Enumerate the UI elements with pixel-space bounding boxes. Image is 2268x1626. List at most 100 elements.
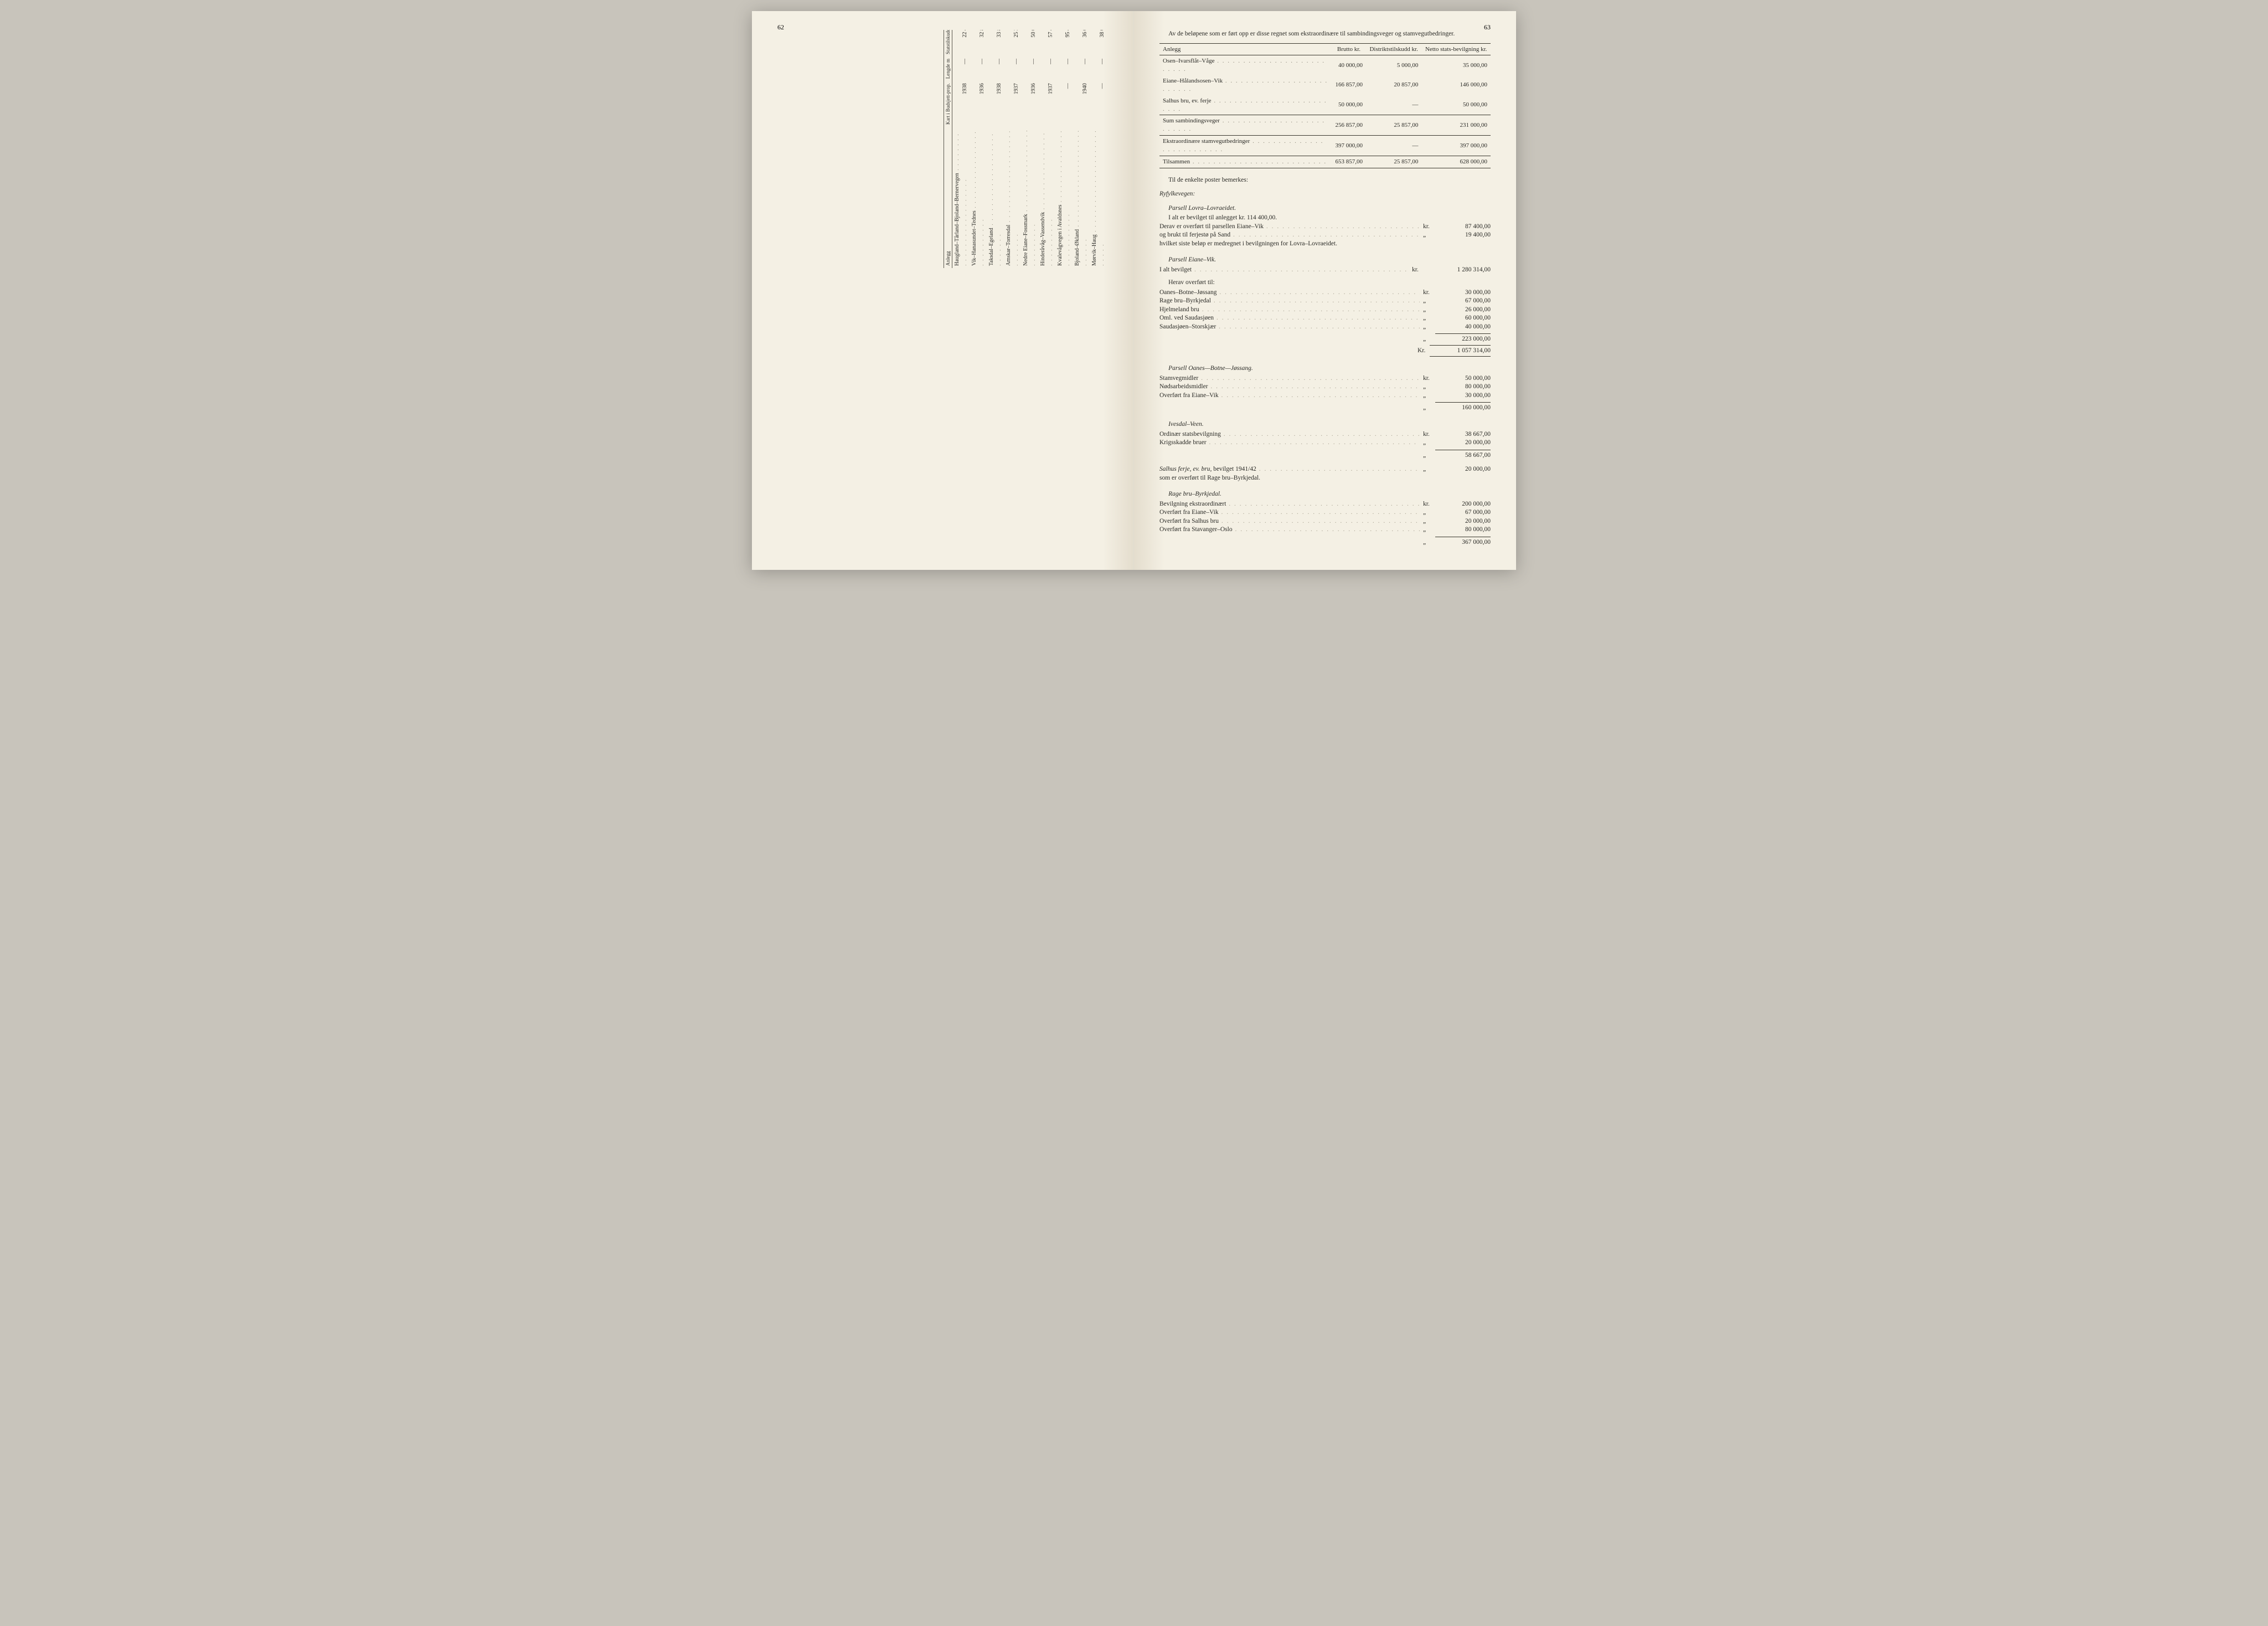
ledger-amt: 50 000,00	[1441, 374, 1491, 383]
ledger-unit: „	[1420, 517, 1441, 526]
cell-name: Amskar–Torresdal	[1004, 127, 1021, 268]
l1-amt: 87 400,00	[1441, 223, 1491, 231]
salhus-amt: 20 000,00	[1441, 465, 1491, 474]
book-spread: 62 63 Anlegg Kart i Budsjett-prop. Lengd…	[752, 11, 1516, 570]
ledger-amt: 26 000,00	[1441, 306, 1491, 315]
cell-name: Bjoland–Økland	[1073, 127, 1090, 268]
h-ivesdal: Ivesdal–Veen.	[1168, 420, 1491, 429]
l1-label: Derav er overført til parsellen Eiane–Vi…	[1159, 223, 1420, 231]
cell: —	[1090, 56, 1107, 81]
page-63: Av de beløpene som er ført opp er disse …	[1134, 11, 1516, 570]
ledger-label: Krigsskadde bruer	[1159, 439, 1420, 447]
ledger-line: Oml. ved Saudasjøen „ 60 000,00	[1159, 314, 1491, 323]
cell: 397 000,00	[1421, 136, 1491, 156]
cell: 397 000,00	[1332, 136, 1366, 156]
table-row: Gard–Veste–Kvalvik——12 5902 00010 59030—…	[1107, 30, 1108, 268]
ledger-amt: 20 000,00	[1441, 517, 1491, 526]
page-62: Anlegg Kart i Budsjett-prop. Lengde m St…	[752, 11, 1134, 570]
budget-table: Anlegg Kart i Budsjett-prop. Lengde m St…	[944, 30, 1108, 268]
ledger-label: Bevilgning ekstraordinært	[1159, 500, 1420, 509]
carry-b: „160 000,00	[1159, 402, 1491, 413]
ledger-unit: „	[1420, 526, 1441, 534]
ledger-line: Ordinær statsbevilgning kr. 38 667,00	[1159, 430, 1491, 439]
et-col1: Brutto kr.	[1332, 43, 1366, 55]
cell: 95 486	[1055, 30, 1073, 56]
ledger-amt: 67 000,00	[1441, 297, 1491, 306]
cell-name: Kvalevågvegen i Avaldsnes	[1055, 127, 1073, 268]
cell: 36 000	[1073, 30, 1090, 56]
ledger-label: Ordinær statsbevilgning	[1159, 430, 1420, 439]
table-row: Osen–Ivarsflåt–Våge40 000,005 000,0035 0…	[1159, 55, 1491, 75]
l1-unit: kr.	[1420, 223, 1441, 231]
cell: 57 400	[1038, 30, 1055, 56]
ledger-unit: kr.	[1420, 430, 1441, 439]
salhus-line: Salhus ferje, ev. bru, bevilget 1941/42 …	[1159, 465, 1491, 474]
ledger-label: Oml. ved Saudasjøen	[1159, 314, 1420, 323]
cell-name: Nedre Eiane–Fossmark	[1021, 127, 1038, 268]
col-kart: Kart i Budsjett-prop.	[944, 81, 952, 127]
ledger-amt: 30 000,00	[1441, 289, 1491, 297]
cell: 40 000,00	[1332, 55, 1366, 75]
cell: 25 857,00	[1366, 156, 1421, 168]
l2-label: og brukt til ferjestø på Sand	[1159, 231, 1420, 240]
cell: —	[987, 56, 1004, 81]
cell: 653 857,00	[1332, 156, 1366, 168]
notes-intro: Til de enkelte poster bemerkes:	[1159, 176, 1491, 185]
ledger-label: Overført fra Eiane–Vik	[1159, 508, 1420, 517]
cell: —	[1021, 56, 1038, 81]
cell-name: Hinderåvåg–Vassendvik	[1038, 127, 1055, 268]
ledger-label: Overført fra Salhus bru	[1159, 517, 1420, 526]
cell: 146 000,00	[1421, 75, 1491, 95]
folio-right: 63	[1484, 23, 1491, 32]
cell-name: Haugland–Tårland–Bjoland–Bernervegen	[952, 127, 970, 268]
ledger-unit: „	[1420, 306, 1441, 315]
ledger-line: Overført fra Stavanger–Oslo „ 80 000,00	[1159, 526, 1491, 534]
table-row: Hinderåvåg–Vassendvik1937—57 4007 50049 …	[1038, 30, 1055, 268]
ledger-unit: „	[1420, 392, 1441, 400]
ledger-amt: 67 000,00	[1441, 508, 1491, 517]
et-col2: Distriktstilskudd kr.	[1366, 43, 1421, 55]
h-rage: Rage bru–Byrkjedal.	[1168, 490, 1491, 499]
table-row: Vik–Hanasundet–Tednes1936—32 80014 00018…	[970, 30, 987, 268]
ledger-unit: „	[1420, 508, 1441, 517]
ledger-unit: kr.	[1420, 374, 1441, 383]
col-anlegg: Anlegg	[944, 127, 952, 268]
cell: —	[970, 56, 987, 81]
cell: —	[1090, 81, 1107, 127]
cell: 50 000,00	[1421, 95, 1491, 115]
cell: Ekstraordinære stamvegutbedringer	[1159, 136, 1332, 156]
col-statstilsk: Statstilskudd kr.	[944, 30, 952, 56]
cell: 50 000,00	[1332, 95, 1366, 115]
ledger-line: Krigsskadde bruer „ 20 000,00	[1159, 439, 1491, 447]
ledger-line: Overført fra Eiane–Vik „ 30 000,00	[1159, 392, 1491, 400]
cell: 628 000,00	[1421, 156, 1491, 168]
et-col0: Anlegg	[1159, 43, 1332, 55]
cell: 5 000,00	[1366, 55, 1421, 75]
ledger-amt: 30 000,00	[1441, 392, 1491, 400]
cell: Eiane–Hålandsosen–Vik	[1159, 75, 1332, 95]
extra-table: Anlegg Brutto kr. Distriktstilskudd kr. …	[1159, 43, 1491, 168]
cell: 1937	[1004, 81, 1021, 127]
ledger-line: Bevilgning ekstraordinært kr. 200 000,00	[1159, 500, 1491, 509]
cell: —	[1107, 81, 1108, 127]
p-lovra2: hvilket siste beløp er medregnet i bevil…	[1159, 240, 1491, 249]
cell: 33 850	[987, 30, 1004, 56]
ledger-label: Oanes–Botne–Jøssang	[1159, 289, 1420, 297]
cell: 1936	[1021, 81, 1038, 127]
salhus-unit: „	[1420, 465, 1441, 474]
ledger-line: Stamvegmidler kr. 50 000,00	[1159, 374, 1491, 383]
cell: 35 000,00	[1421, 55, 1491, 75]
cell: Tilsammen	[1159, 156, 1332, 168]
cell: 231 000,00	[1421, 115, 1491, 136]
cell: 1938	[952, 81, 970, 127]
l2-amt: 19 400,00	[1441, 231, 1491, 240]
ledger-line: Overført fra Eiane–Vik „ 67 000,00	[1159, 508, 1491, 517]
cell: 166 857,00	[1332, 75, 1366, 95]
table-row: Haugland–Tårland–Bjoland–Bernervegen1938…	[952, 30, 970, 268]
table-row: Amskar–Torresdal1937—25 30022 5002 80050…	[1004, 30, 1021, 268]
ledger-unit: „	[1420, 297, 1441, 306]
salhus-label: Salhus ferje, ev. bru, bevilget 1941/42	[1159, 465, 1420, 474]
cell: 25 857,00	[1366, 115, 1421, 136]
ledger-unit: „	[1420, 314, 1441, 323]
ledger-label: Overført fra Eiane–Vik	[1159, 392, 1420, 400]
